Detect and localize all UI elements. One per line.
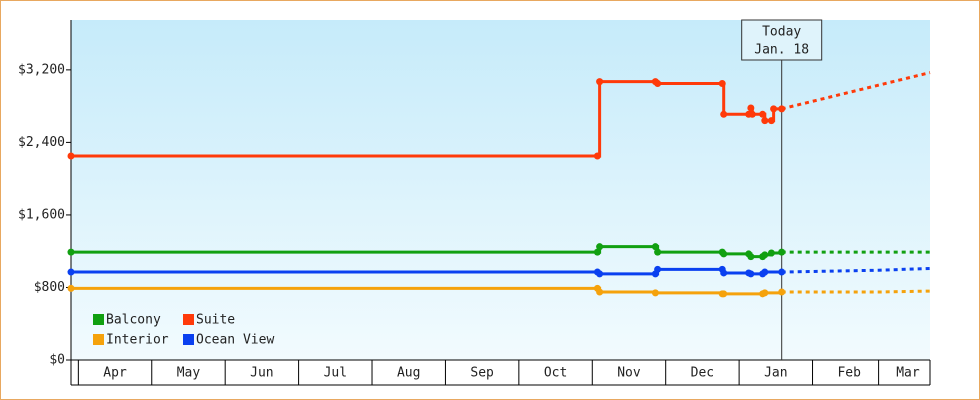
y-tick-label: $2,400 [18, 135, 65, 150]
legend-label: Ocean View [196, 333, 274, 348]
point [761, 251, 769, 259]
y-tick-label: $3,200 [18, 62, 65, 77]
point [747, 253, 755, 261]
projection-line [781, 266, 931, 274]
x-tick-label: Nov [617, 366, 641, 381]
projection-line [781, 71, 931, 111]
point [778, 268, 786, 276]
point [596, 78, 604, 86]
point [593, 248, 601, 256]
today-box [741, 19, 823, 61]
x-tick-label: Sep [470, 366, 494, 381]
legend-swatch [93, 314, 104, 325]
y-tick-label: $800 [34, 280, 65, 295]
point [759, 110, 767, 118]
point [596, 288, 604, 296]
x-tick-label: Feb [837, 366, 861, 381]
point [593, 152, 601, 160]
x-tick-label: Aug [397, 366, 420, 381]
point [596, 270, 604, 278]
y-tick-label: $0 [49, 353, 65, 368]
point [761, 289, 769, 297]
point [770, 105, 778, 113]
point [747, 270, 755, 278]
legend-swatch [93, 334, 104, 345]
x-tick-label: Apr [103, 366, 127, 381]
point [67, 152, 75, 160]
x-tick-label: Jul [324, 366, 347, 381]
x-tick-label: Mar [896, 366, 920, 381]
x-tick-label: Jan [764, 366, 787, 381]
point [67, 268, 75, 276]
point [720, 290, 728, 298]
point [748, 110, 756, 118]
legend-swatch [183, 314, 194, 325]
point [720, 110, 728, 118]
point [596, 243, 604, 251]
point [654, 248, 662, 256]
x-tick-label: Oct [544, 366, 567, 381]
legend-swatch [183, 334, 194, 345]
point [651, 243, 659, 251]
y-tick-label: $1,600 [18, 207, 65, 222]
point [67, 284, 75, 292]
point [761, 117, 769, 125]
legend-label: Balcony [106, 313, 161, 328]
point [67, 248, 75, 256]
point [651, 289, 659, 297]
point [778, 248, 786, 256]
point [767, 117, 775, 125]
legend-label: Interior [106, 333, 169, 348]
point [767, 249, 775, 257]
today-label: Jan. 18 [754, 43, 809, 58]
point [761, 268, 769, 276]
projection-line [781, 289, 931, 294]
point [778, 288, 786, 296]
point [747, 104, 755, 112]
x-tick-label: May [177, 366, 201, 381]
x-tick-label: Jun [250, 366, 273, 381]
point [654, 265, 662, 273]
point [778, 105, 786, 113]
point [654, 79, 662, 87]
x-tick-label: Dec [691, 366, 714, 381]
legend-label: Suite [196, 313, 235, 328]
point [718, 79, 726, 87]
today-label: Today [762, 25, 801, 40]
point [720, 269, 728, 277]
plot-area [71, 20, 930, 360]
point [720, 250, 728, 258]
